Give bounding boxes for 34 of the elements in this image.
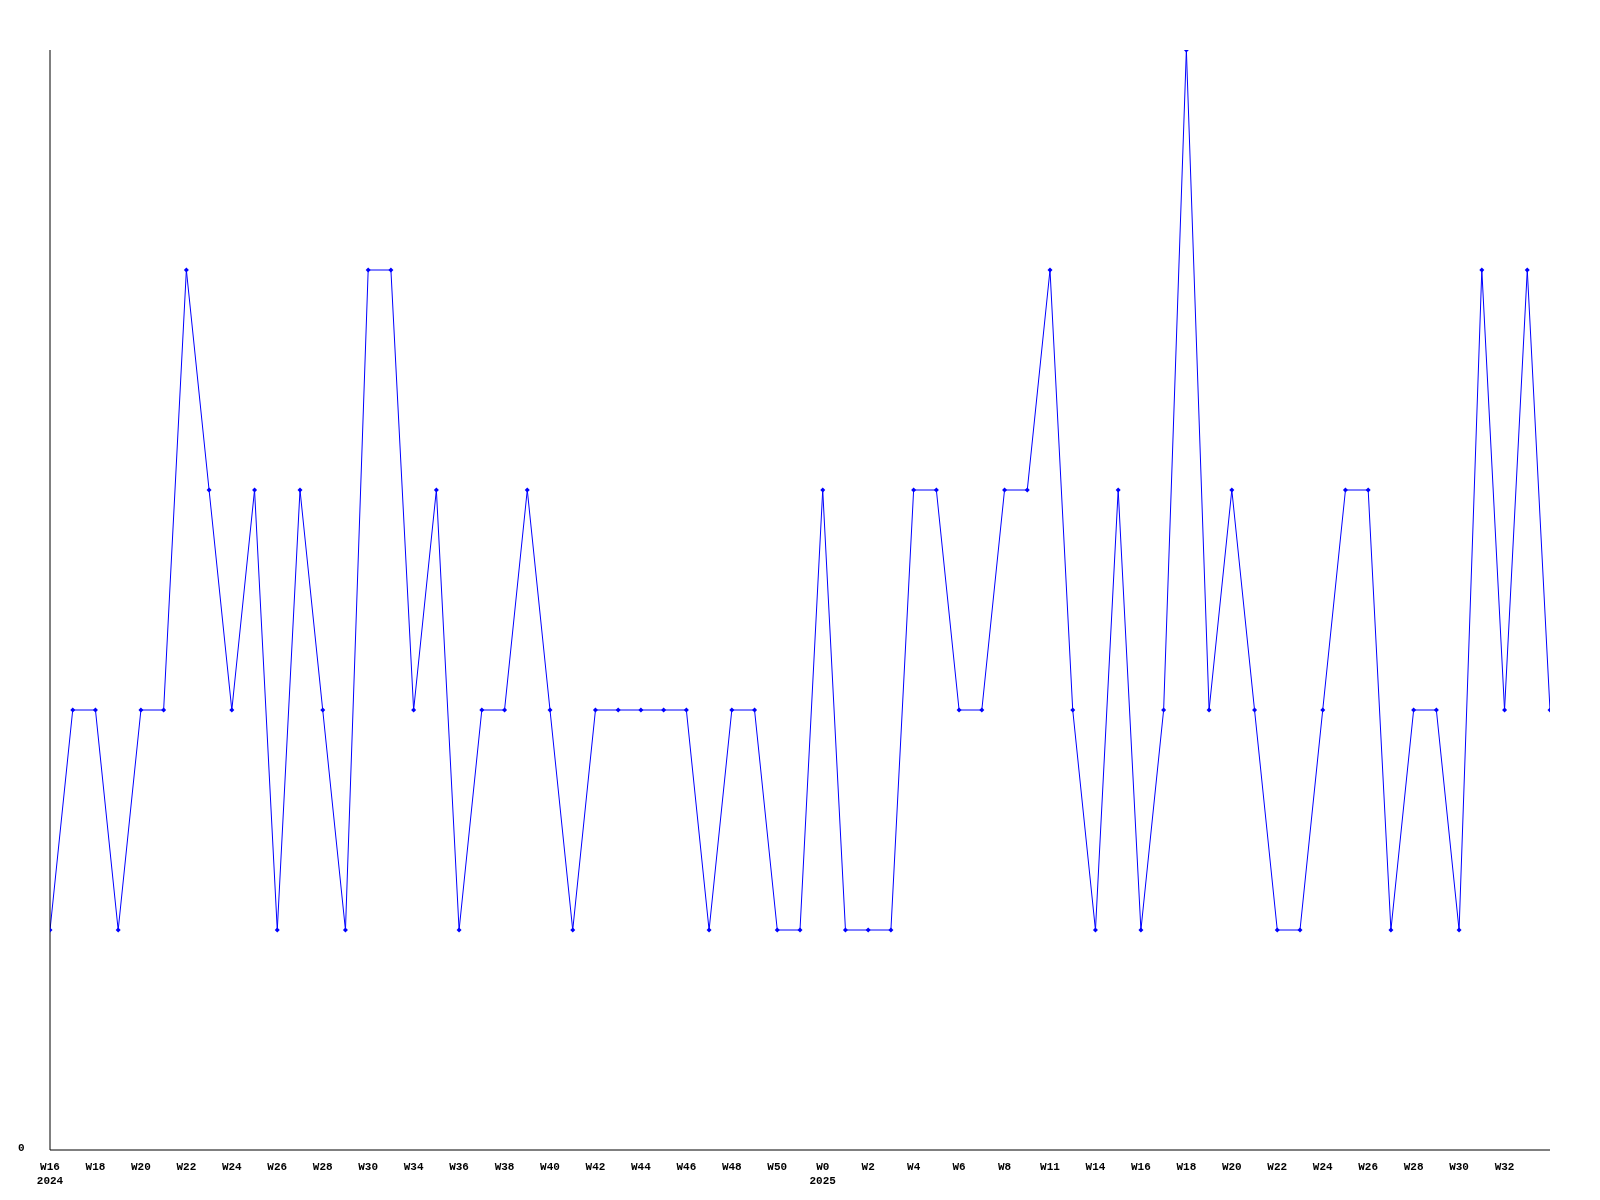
x-tick-label: W50 bbox=[767, 1161, 788, 1173]
x-tick-label: W44 bbox=[631, 1161, 652, 1173]
x-tick-label: W38 bbox=[494, 1161, 515, 1173]
x-tick-label: W20 bbox=[131, 1161, 151, 1173]
x-tick-label: W14 bbox=[1085, 1161, 1106, 1173]
x-tick-label: W4 bbox=[907, 1161, 921, 1173]
x-tick-label: W40 bbox=[540, 1161, 560, 1173]
x-tick-label: W30 bbox=[358, 1161, 379, 1173]
x-tick-label: W22 bbox=[176, 1161, 197, 1173]
x-tick-label: W28 bbox=[1403, 1161, 1424, 1173]
x-tick-label: W11 bbox=[1040, 1161, 1061, 1173]
x-tick-label: W16 2024 bbox=[36, 1161, 64, 1187]
x-tick-label: W18 bbox=[1176, 1161, 1197, 1173]
x-tick-label: W6 bbox=[952, 1161, 966, 1173]
x-tick-label: W28 bbox=[312, 1161, 334, 1173]
x-tick-label: W48 bbox=[721, 1161, 743, 1173]
x-tick-label: W8 bbox=[997, 1161, 1012, 1173]
x-tick-label: W24 bbox=[1312, 1161, 1334, 1173]
x-tick-label: W18 bbox=[85, 1161, 106, 1173]
x-tick-label: W22 bbox=[1267, 1161, 1288, 1173]
text: 0 bbox=[18, 1142, 25, 1155]
x-tick-label: W42 bbox=[585, 1161, 606, 1173]
x-tick-label: W16 bbox=[1131, 1161, 1151, 1173]
x-tick-label: W0 2025 bbox=[809, 1161, 837, 1187]
x-tick-label: W20 bbox=[1221, 1161, 1242, 1173]
x-tick-label: W34 bbox=[403, 1161, 424, 1173]
x-tick-label: W32 bbox=[1494, 1161, 1515, 1173]
x-tick-label: W30 bbox=[1449, 1161, 1469, 1173]
x-tick-label: W2 bbox=[861, 1161, 875, 1173]
x-tick-label: W26 bbox=[1358, 1161, 1379, 1173]
x-tick-label: W36 bbox=[449, 1161, 469, 1173]
x-tick-label: W46 bbox=[676, 1161, 697, 1173]
x-tick-label: W24 bbox=[221, 1161, 243, 1173]
x-tick-label: W26 bbox=[267, 1161, 288, 1173]
